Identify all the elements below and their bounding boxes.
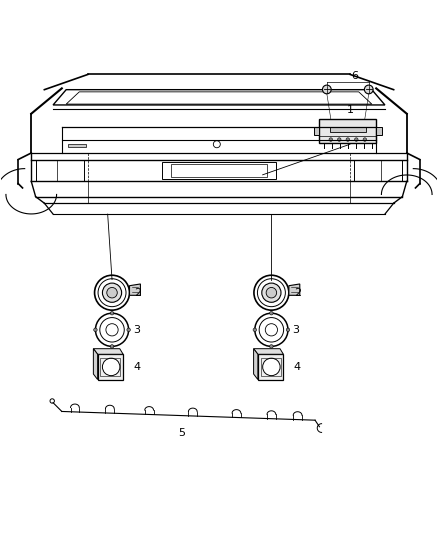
Circle shape xyxy=(286,328,290,332)
Text: 2: 2 xyxy=(134,288,141,298)
Circle shape xyxy=(338,138,341,141)
Polygon shape xyxy=(68,144,86,147)
Polygon shape xyxy=(98,354,123,379)
Circle shape xyxy=(346,138,350,141)
Circle shape xyxy=(270,345,273,348)
Text: 4: 4 xyxy=(134,362,141,373)
Circle shape xyxy=(110,345,114,348)
Text: 2: 2 xyxy=(293,288,301,298)
Polygon shape xyxy=(314,127,319,135)
Circle shape xyxy=(364,85,373,94)
Circle shape xyxy=(127,328,131,332)
Circle shape xyxy=(253,328,257,332)
Polygon shape xyxy=(376,127,382,135)
Text: 5: 5 xyxy=(178,429,185,438)
Text: 6: 6 xyxy=(351,71,358,80)
Circle shape xyxy=(266,287,277,298)
Polygon shape xyxy=(330,127,366,132)
Text: 4: 4 xyxy=(293,362,300,373)
Polygon shape xyxy=(289,284,300,295)
Circle shape xyxy=(270,311,273,315)
Circle shape xyxy=(322,85,331,94)
Polygon shape xyxy=(254,349,283,354)
Circle shape xyxy=(102,283,122,302)
Polygon shape xyxy=(93,349,123,354)
Polygon shape xyxy=(319,119,376,143)
Polygon shape xyxy=(130,284,141,295)
Circle shape xyxy=(363,138,367,141)
Circle shape xyxy=(355,138,358,141)
Circle shape xyxy=(263,358,280,376)
Polygon shape xyxy=(254,349,258,379)
Polygon shape xyxy=(258,354,283,379)
Circle shape xyxy=(110,311,114,315)
Circle shape xyxy=(262,283,281,302)
Text: 3: 3 xyxy=(292,325,299,335)
Text: 1: 1 xyxy=(346,105,353,115)
Circle shape xyxy=(102,358,120,376)
Polygon shape xyxy=(93,349,98,379)
Circle shape xyxy=(107,287,117,298)
Circle shape xyxy=(94,328,97,332)
Text: 3: 3 xyxy=(133,325,140,335)
Circle shape xyxy=(329,138,332,141)
